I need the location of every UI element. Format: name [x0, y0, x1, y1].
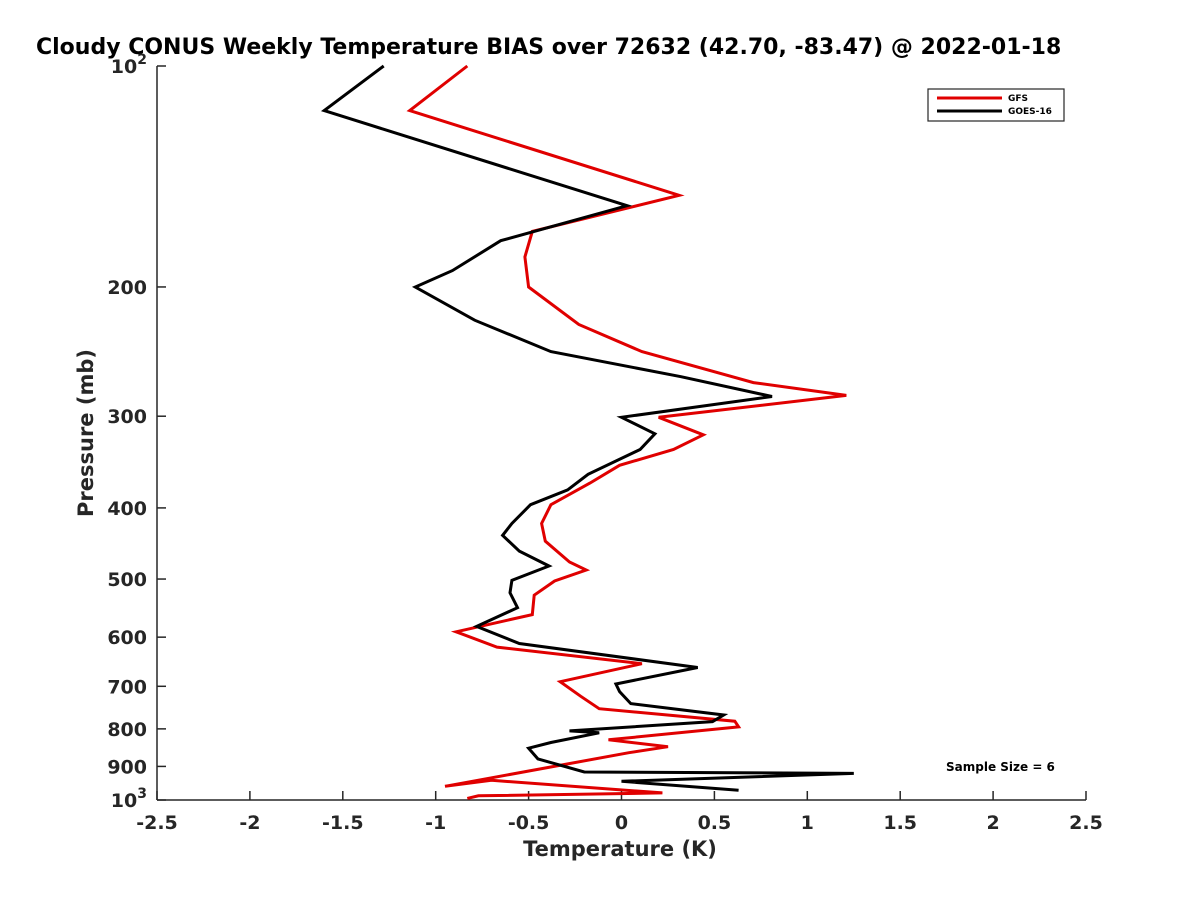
x-tick-label: 0 — [615, 812, 628, 834]
x-tick-label: 0.5 — [698, 812, 732, 834]
legend-label: GFS — [1008, 94, 1028, 104]
x-tick-label: -2.5 — [136, 812, 178, 834]
x-tick-label: -1.5 — [322, 812, 364, 834]
y-tick-label: 400 — [107, 498, 147, 520]
x-tick-label: -2 — [239, 812, 260, 834]
y-tick-label: 700 — [107, 676, 147, 698]
x-tick-label: -0.5 — [508, 812, 550, 834]
y-tick-label: 300 — [107, 406, 147, 428]
series-layer — [320, 64, 854, 800]
series-line-gfs — [406, 64, 847, 800]
x-tick-label: 2.5 — [1069, 812, 1103, 834]
y-tick-exponent: 3 — [137, 786, 147, 802]
x-tick-label: 2 — [986, 812, 999, 834]
y-axis-label: Pressure (mb) — [74, 349, 98, 517]
sample-size-annotation: Sample Size = 6 — [946, 760, 1055, 774]
axes: -2.5 -2 -1.5 -1 -0.5 0 0.5 1 1.5 2 2.5 102 200 300 400… — [107, 52, 1103, 834]
legend: GFS GOES-16 — [927, 88, 1065, 122]
x-tick-label: -1 — [425, 812, 446, 834]
legend-label: GOES-16 — [1008, 107, 1052, 117]
y-tick-label: 500 — [107, 569, 147, 591]
y-tick-label: 600 — [107, 627, 147, 649]
x-tick-label: 1.5 — [883, 812, 917, 834]
y-tick-exponent: 2 — [137, 52, 147, 68]
y-tick-label: 102 — [111, 52, 147, 78]
y-tick-label: 800 — [107, 719, 147, 741]
series-line-goes-16 — [320, 64, 854, 792]
x-tick-label: 1 — [801, 812, 814, 834]
y-tick-label: 200 — [107, 277, 147, 299]
y-tick-label: 103 — [111, 786, 147, 812]
y-tick-label: 900 — [107, 756, 147, 778]
x-axis-label: Temperature (K) — [523, 837, 717, 861]
chart-title: Cloudy CONUS Weekly Temperature BIAS ove… — [36, 35, 1061, 60]
legend-box — [927, 88, 1065, 122]
